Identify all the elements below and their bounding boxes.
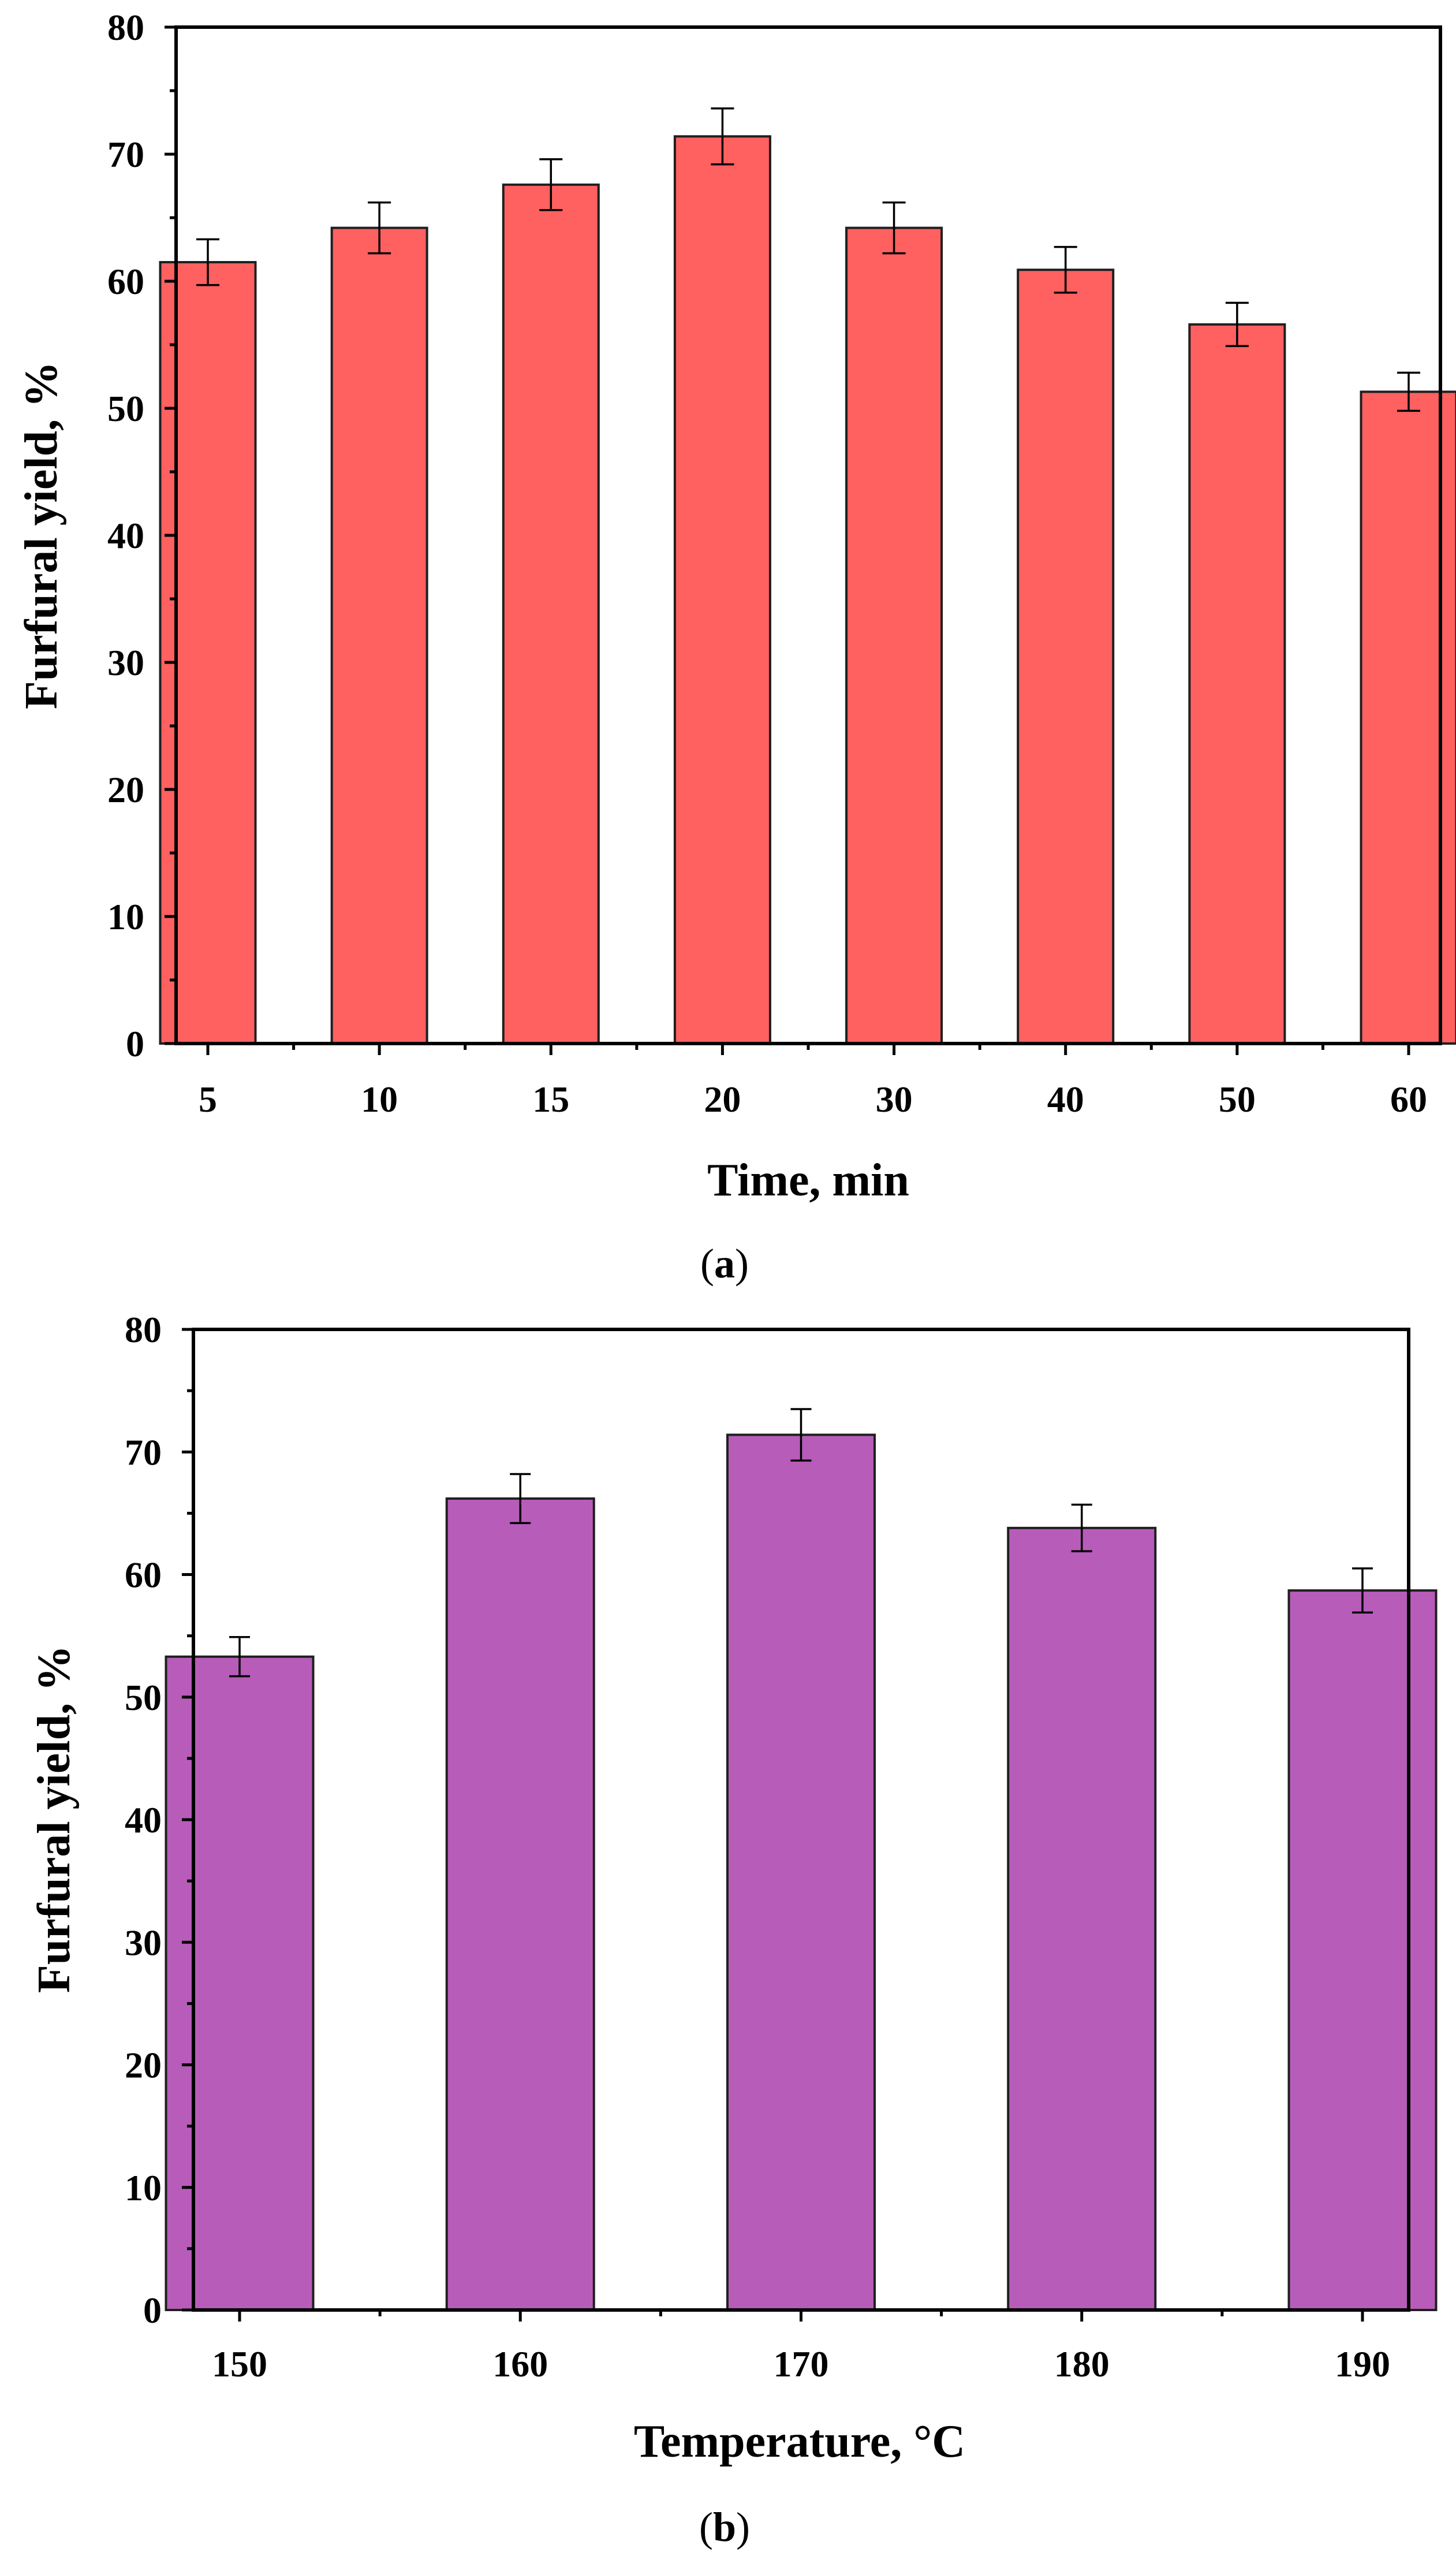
x-tick-label-170: 170 — [774, 2343, 829, 2384]
panel-b-bar-170 — [726, 1433, 876, 2311]
panel-a-label: a — [714, 1240, 735, 1287]
panel-a-error-bar-20 — [711, 107, 734, 166]
panel-a-error-bar-40 — [1054, 245, 1077, 294]
panel-b-temperature: 0 10 20 30 40 50 60 70 80 150 160 170 180 190 Tempera… — [29, 1309, 1438, 2550]
y-tick-label-0: 0 — [143, 2290, 162, 2331]
y-tick-label-20: 20 — [125, 2045, 162, 2086]
x-tick-label-15: 15 — [532, 1079, 569, 1120]
panel-a-error-bar-15 — [539, 158, 563, 211]
panel-b-error-bar-180 — [1071, 1503, 1092, 1552]
panel-b-x-axis-title: Temperature, °C — [634, 2416, 965, 2467]
y-tick-label-50: 50 — [125, 1677, 162, 1718]
y-tick-label-0: 0 — [126, 1023, 144, 1064]
panel-b-axes: 0 10 20 30 40 50 60 70 80 150 160 170 180 190 — [125, 1309, 1390, 2384]
panel-a-axes: 0 10 20 30 40 50 60 70 80 5 10 15 20 30 40 50 60 — [107, 7, 1427, 1120]
panel-b-bar-150 — [165, 1655, 315, 2311]
panel-b-error-bar-190 — [1352, 1567, 1373, 1614]
y-tick-label-60: 60 — [107, 261, 144, 302]
panel-b-error-bar-170 — [790, 1408, 812, 1462]
x-tick-label-150: 150 — [212, 2343, 267, 2384]
x-tick-label-40: 40 — [1047, 1079, 1084, 1120]
panel-b-error-bar-160 — [510, 1473, 531, 1525]
panel-a-bar-50 — [1188, 323, 1286, 1045]
x-tick-label-5: 5 — [199, 1079, 217, 1120]
y-tick-label-20: 20 — [107, 769, 144, 810]
panel-b-y-axis-title: Furfural yield, % — [29, 1645, 80, 1993]
x-tick-label-60: 60 — [1390, 1079, 1427, 1120]
panel-a-bar-15 — [502, 183, 600, 1045]
panel-a-error-bar-10 — [368, 201, 391, 255]
y-tick-label-70: 70 — [107, 134, 144, 175]
y-tick-label-30: 30 — [125, 1922, 162, 1963]
panel-a-time: 0 10 20 30 40 50 60 70 80 5 10 15 20 30 40 50 60 Time, m… — [16, 7, 1456, 1287]
panel-b-label: b — [713, 2504, 736, 2550]
y-tick-label-50: 50 — [107, 388, 144, 429]
panel-b-bar-190 — [1287, 1589, 1438, 2311]
y-tick-label-30: 30 — [107, 642, 144, 683]
panel-a-x-axis-title: Time, min — [707, 1155, 909, 1206]
x-tick-label-190: 190 — [1335, 2343, 1390, 2384]
panel-a-y-axis-title: Furfural yield, % — [16, 362, 67, 709]
panel-a-bar-10 — [330, 226, 428, 1045]
x-tick-label-10: 10 — [361, 1079, 398, 1120]
panel-a-error-bar-30 — [882, 201, 906, 255]
x-tick-label-160: 160 — [492, 2343, 548, 2384]
y-tick-label-10: 10 — [125, 2167, 162, 2208]
panel-b-caption: (b) — [699, 2504, 750, 2550]
panel-a-bar-40 — [1017, 269, 1115, 1045]
panel-b-bar-180 — [1007, 1526, 1157, 2311]
y-tick-label-80: 80 — [125, 1309, 162, 1350]
panel-a-bar-30 — [845, 226, 943, 1045]
panel-a-bar-20 — [673, 135, 771, 1045]
y-tick-label-70: 70 — [125, 1432, 162, 1473]
panel-a-bars — [159, 107, 1456, 1045]
panel-b-bar-160 — [445, 1497, 595, 2311]
y-tick-label-40: 40 — [125, 1799, 162, 1840]
y-tick-label-80: 80 — [107, 7, 144, 48]
x-tick-label-180: 180 — [1054, 2343, 1110, 2384]
panel-a-error-bar-50 — [1225, 301, 1249, 347]
panel-a-caption: (a) — [700, 1240, 749, 1287]
panel-a-error-bar-5 — [196, 238, 219, 286]
panel-a-error-bar-60 — [1397, 371, 1420, 412]
y-tick-label-60: 60 — [125, 1555, 162, 1596]
x-tick-label-50: 50 — [1219, 1079, 1256, 1120]
y-tick-label-40: 40 — [107, 515, 144, 556]
panel-b-bars — [165, 1408, 1438, 2311]
x-tick-label-20: 20 — [704, 1079, 741, 1120]
y-tick-label-10: 10 — [107, 896, 144, 937]
panel-b-error-bar-150 — [229, 1635, 250, 1678]
x-tick-label-30: 30 — [876, 1079, 913, 1120]
